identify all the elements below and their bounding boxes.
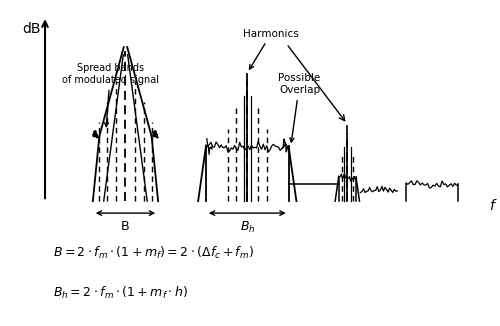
- Text: $B_h$: $B_h$: [240, 220, 255, 235]
- Text: f: f: [488, 199, 494, 213]
- Text: Harmonics: Harmonics: [244, 29, 299, 69]
- Text: Spread bands
of modulated signal: Spread bands of modulated signal: [62, 63, 159, 126]
- Text: $B_h = 2 \cdot f_m \cdot (1+m_f \cdot h)$: $B_h = 2 \cdot f_m \cdot (1+m_f \cdot h)…: [52, 284, 188, 301]
- Text: B: B: [121, 220, 130, 233]
- Text: dB: dB: [22, 22, 41, 36]
- Text: Possible
Overlap: Possible Overlap: [278, 73, 320, 142]
- Text: $B = 2 \cdot f_m \cdot (1+m_f) = 2 \cdot (\Delta f_c + f_m)$: $B = 2 \cdot f_m \cdot (1+m_f) = 2 \cdot…: [52, 245, 254, 261]
